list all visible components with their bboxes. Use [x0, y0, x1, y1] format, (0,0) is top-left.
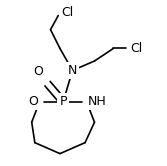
Text: O: O: [33, 65, 43, 78]
Text: N: N: [68, 64, 77, 77]
Text: O: O: [28, 95, 38, 108]
Text: P: P: [59, 95, 67, 108]
Text: NH: NH: [88, 95, 107, 108]
Text: Cl: Cl: [61, 6, 74, 19]
Text: Cl: Cl: [131, 42, 143, 55]
